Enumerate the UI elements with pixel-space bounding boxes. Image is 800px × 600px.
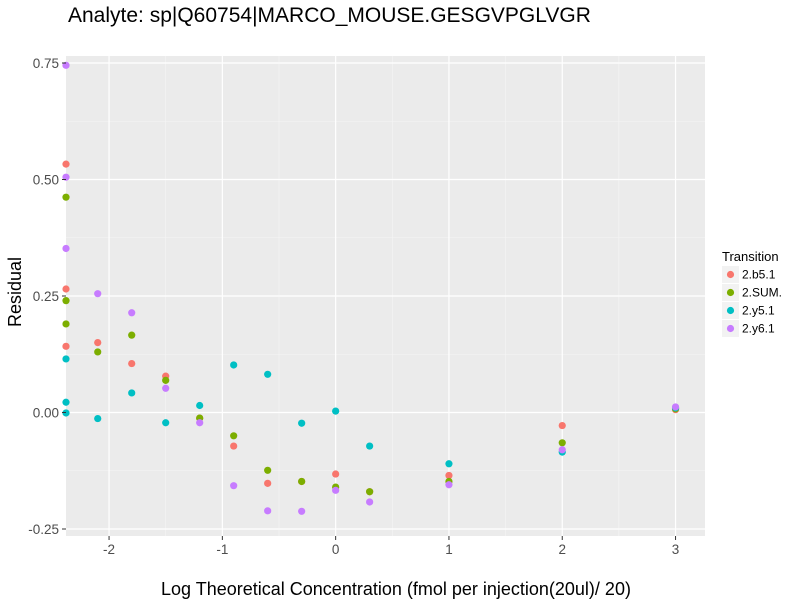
data-point-2.y5.1 [94, 414, 102, 423]
data-point-2.b5.1 [94, 339, 102, 347]
chart-title: Analyte: sp|Q60754|MARCO_MOUSE.GESGVPGLV… [68, 4, 591, 27]
data-point-2.b5.1 [230, 442, 238, 450]
x-tick-label: 3 [672, 542, 680, 557]
x-tick-label: 1 [445, 542, 453, 557]
data-points [62, 61, 680, 515]
legend-swatch-2.y5.1 [726, 306, 735, 315]
legend-label: 2.y5.1 [742, 304, 775, 318]
y-tick-label: 0.00 [33, 406, 59, 421]
data-point-2.SUM. [128, 331, 136, 339]
data-point-2.y6.1 [366, 498, 374, 506]
data-point-2.y6.1 [128, 309, 136, 317]
legend: Transition 2.b5.1 2.SUM. 2.y5.1 2.y6.1 [722, 249, 782, 337]
data-point-2.b5.1 [62, 285, 70, 293]
data-point-2.y5.1 [264, 370, 272, 378]
y-tick-label: -0.25 [28, 522, 59, 537]
data-point-2.y6.1 [230, 482, 238, 490]
data-point-2.y6.1 [162, 384, 170, 392]
x-tick-label: 2 [558, 542, 566, 557]
data-point-2.SUM. [298, 477, 306, 486]
data-point-2.SUM. [162, 376, 170, 384]
data-point-2.y6.1 [94, 290, 102, 298]
x-tick-label: -1 [216, 542, 228, 557]
data-point-2.SUM. [62, 297, 70, 305]
data-point-2.y6.1 [671, 403, 680, 411]
legend-label: 2.b5.1 [742, 268, 776, 282]
x-axis-ticks: -2 -1 0 1 2 3 [103, 536, 679, 557]
data-point-2.y6.1 [298, 507, 306, 515]
data-point-2.SUM. [558, 439, 566, 447]
data-point-2.b5.1 [332, 470, 340, 478]
data-point-2.b5.1 [558, 421, 566, 430]
y-axis-title: Residual [5, 257, 25, 327]
legend-label: 2.SUM. [742, 286, 782, 300]
data-point-2.SUM. [366, 488, 374, 496]
data-point-2.SUM. [264, 466, 272, 474]
y-tick-label: 0.75 [33, 56, 59, 71]
data-point-2.y6.1 [332, 486, 340, 494]
x-tick-label: 0 [332, 542, 340, 557]
data-point-2.y6.1 [558, 446, 566, 454]
x-axis-title: Log Theoretical Concentration (fmol per … [161, 579, 631, 599]
data-point-2.b5.1 [128, 359, 136, 368]
legend-label: 2.y6.1 [742, 322, 775, 336]
data-point-2.b5.1 [445, 471, 453, 480]
data-point-2.y5.1 [366, 442, 374, 450]
data-point-2.y6.1 [445, 481, 453, 489]
x-tick-label: -2 [103, 542, 115, 557]
data-point-2.y6.1 [62, 244, 70, 253]
data-point-2.y5.1 [62, 355, 70, 363]
data-point-2.b5.1 [62, 160, 70, 168]
data-point-2.b5.1 [62, 342, 70, 350]
data-point-2.SUM. [230, 432, 238, 440]
y-tick-label: 0.25 [33, 289, 59, 304]
data-point-2.b5.1 [264, 479, 272, 487]
legend-title: Transition [722, 249, 779, 264]
data-point-2.y5.1 [162, 419, 170, 427]
y-tick-label: 0.50 [33, 172, 59, 187]
data-point-2.y6.1 [62, 61, 70, 69]
data-point-2.y6.1 [62, 173, 70, 181]
data-point-2.y5.1 [196, 401, 204, 410]
legend-swatch-2.SUM. [726, 288, 735, 297]
data-point-2.y5.1 [230, 361, 238, 369]
data-point-2.y5.1 [298, 419, 306, 427]
data-point-2.y6.1 [196, 419, 204, 427]
data-point-2.SUM. [94, 348, 102, 356]
data-point-2.y5.1 [332, 407, 340, 415]
data-point-2.y5.1 [128, 389, 136, 397]
data-point-2.y6.1 [264, 507, 272, 515]
legend-swatch-2.b5.1 [726, 270, 735, 279]
data-point-2.y5.1 [445, 460, 453, 468]
data-point-2.y5.1 [62, 398, 70, 406]
data-point-2.SUM. [62, 320, 70, 328]
legend-swatch-2.y6.1 [726, 324, 735, 333]
y-axis-ticks: -0.25 0.00 0.25 0.50 0.75 [28, 56, 66, 537]
major-gridlines [66, 56, 705, 536]
data-point-2.SUM. [62, 193, 70, 201]
